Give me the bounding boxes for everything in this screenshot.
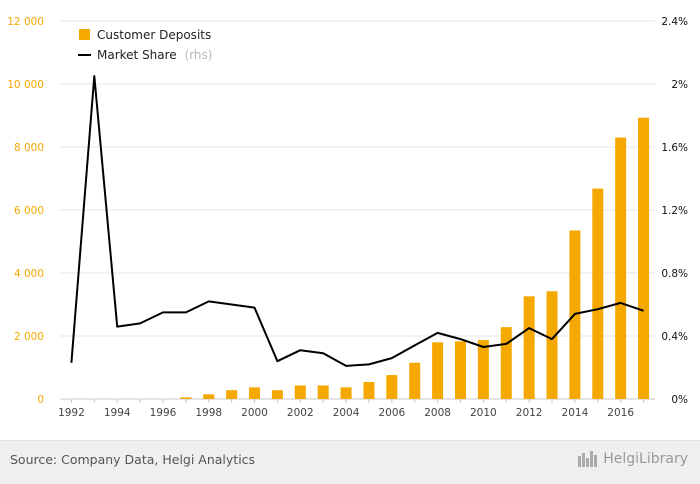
chart-area: 0 2 000 4 000 6 000 8 000 10 000 12 000 0% 0.4%… (7, 16, 688, 419)
x-tick-label: 2012 (516, 407, 543, 419)
legend-label-rhs: (rhs) (185, 48, 213, 62)
left-axis: 0 2 000 4 000 6 000 8 000 10 000 12 000 (7, 16, 44, 406)
left-tick-label: 10 000 (7, 79, 44, 91)
x-tick-label: 2000 (241, 407, 268, 419)
deposit-bar (363, 381, 375, 399)
x-tick-label: 2010 (470, 407, 497, 419)
gridlines (60, 20, 655, 400)
legend-label-market-share: Market Share (rhs) (97, 48, 212, 62)
deposit-bar (203, 394, 215, 399)
brand-logo[interactable]: HelgiLibrary (577, 450, 688, 468)
deposit-bar (409, 362, 421, 399)
right-tick-label: 0.4% (661, 331, 688, 343)
x-tick-label: 2004 (333, 407, 360, 419)
deposit-bar (432, 342, 444, 399)
right-tick-label: 1.2% (661, 205, 688, 217)
left-tick-label: 4 000 (14, 268, 44, 280)
left-tick-label: 8 000 (14, 142, 44, 154)
deposit-bar (615, 137, 627, 400)
deposit-bar (546, 291, 558, 399)
left-tick-label: 12 000 (7, 16, 44, 28)
deposit-bar (454, 341, 466, 399)
brand-name: HelgiLibrary (603, 451, 688, 467)
market-share-line-group (70, 75, 644, 367)
right-tick-label: 1.6% (661, 142, 688, 154)
legend-label-market-share-name: Market Share (97, 48, 177, 62)
legend-swatch-deposits (79, 29, 90, 40)
legend: Customer Deposits Market Share (rhs) (78, 28, 212, 62)
x-tick-label: 1992 (58, 407, 85, 419)
left-tick-label: 0 (37, 394, 44, 406)
library-icon (578, 451, 598, 467)
deposit-bar (386, 375, 398, 399)
deposit-bar (477, 340, 489, 399)
x-tick-label: 1994 (104, 407, 131, 419)
left-tick-label: 6 000 (14, 205, 44, 217)
deposit-bar (271, 390, 283, 399)
deposit-bar (226, 390, 238, 399)
legend-label-deposits: Customer Deposits (97, 28, 211, 42)
deposit-bar (317, 385, 329, 399)
x-tick-label: 1998 (195, 407, 222, 419)
footer: Source: Company Data, Helgi Analytics He… (0, 440, 700, 484)
right-tick-label: 0.8% (661, 268, 688, 280)
x-axis: 1992 1994 1996 1998 2000 2002 2004 2006 2008 2010… (58, 398, 655, 419)
deposit-bar (638, 117, 650, 399)
right-tick-label: 2.4% (661, 16, 688, 28)
x-tick-label: 2002 (287, 407, 314, 419)
market-share-line (70, 75, 644, 367)
deposit-bar (180, 397, 192, 399)
deposits-bars (180, 117, 650, 400)
right-axis: 0% 0.4% 0.8% 1.2% 1.6% 2% 2.4% (661, 16, 688, 406)
x-tick-label: 2016 (607, 407, 634, 419)
x-tick-label: 2006 (378, 407, 405, 419)
deposit-bar (523, 296, 535, 399)
left-tick-label: 2 000 (14, 331, 44, 343)
x-tick-label: 1996 (150, 407, 177, 419)
deposit-bar (294, 385, 306, 399)
deposits-market-share-chart: 0 2 000 4 000 6 000 8 000 10 000 12 000 0% 0.4%… (7, 16, 688, 419)
deposit-bar (592, 188, 604, 399)
x-tick-label: 2014 (562, 407, 589, 419)
deposit-bar (500, 327, 512, 399)
deposit-bar (249, 387, 261, 399)
deposit-bar (340, 387, 352, 399)
x-tick-label: 2008 (424, 407, 451, 419)
source-note: Source: Company Data, Helgi Analytics (10, 452, 256, 467)
right-tick-label: 2% (671, 79, 688, 91)
right-tick-label: 0% (671, 394, 688, 406)
